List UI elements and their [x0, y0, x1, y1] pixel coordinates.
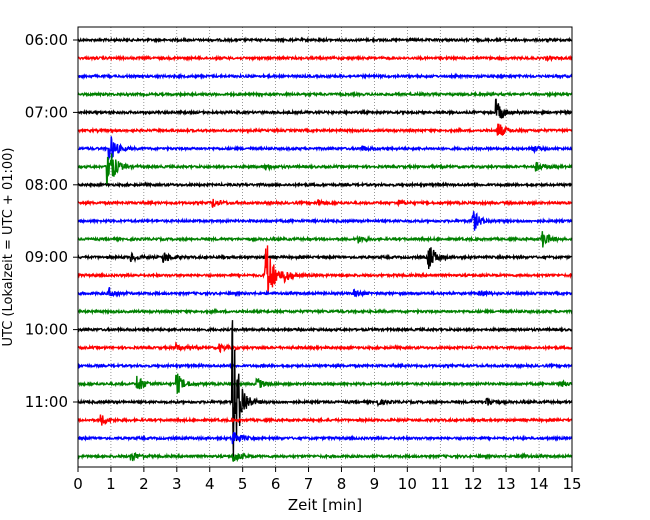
x-tick-label: 0: [73, 475, 83, 493]
seismic-trace: [77, 72, 573, 81]
seismic-trace: [77, 341, 573, 354]
seismic-trace: [77, 98, 573, 119]
x-tick-label: 8: [337, 475, 347, 493]
seismic-trace: [77, 247, 573, 269]
x-tick-label: 15: [562, 475, 581, 493]
x-tick-label: 14: [530, 475, 549, 493]
seismic-trace: [77, 245, 573, 294]
seismic-trace: [77, 231, 573, 248]
y-tick-label: 06:00: [25, 31, 68, 49]
x-tick-label: 6: [271, 475, 281, 493]
y-tick-label: 10:00: [25, 321, 68, 339]
y-tick-label: 08:00: [25, 176, 68, 194]
x-tick-label: 13: [497, 475, 516, 493]
seismic-trace: [77, 307, 573, 316]
seismic-trace: [77, 90, 573, 99]
seismic-trace: [77, 136, 573, 161]
x-tick-label: 7: [304, 475, 314, 493]
y-tick-label: 11:00: [25, 393, 68, 411]
x-axis-label: Zeit [min]: [288, 496, 362, 514]
y-axis-label: UTC (Lokalzeit = UTC + 01:00): [1, 148, 16, 347]
seismic-trace: [77, 286, 573, 298]
x-tick-label: 9: [370, 475, 380, 493]
seismic-trace: [77, 181, 573, 189]
y-axis-ticks: 06:00 07:00 08:00 09:00 10:00 11:00: [25, 31, 78, 411]
x-tick-label: 5: [238, 475, 248, 493]
y-tick-label: 07:00: [25, 103, 68, 121]
x-tick-label: 2: [139, 475, 149, 493]
x-tick-label: 10: [398, 475, 417, 493]
seismic-trace: [77, 211, 573, 231]
x-tick-label: 4: [205, 475, 215, 493]
seismic-trace: [77, 325, 573, 334]
x-tick-label: 11: [431, 475, 450, 493]
seismic-trace: [77, 451, 573, 463]
seismic-trace: [77, 361, 573, 370]
seismic-trace: [77, 54, 573, 63]
seismic-trace: [77, 123, 573, 136]
seismic-trace: [77, 414, 573, 426]
x-tick-label: 3: [172, 475, 182, 493]
plot-frame: [77, 26, 573, 468]
seismic-trace: [77, 198, 573, 208]
seismic-trace: [77, 320, 573, 458]
seismic-trace: [77, 431, 573, 445]
x-axis-ticks: 0 1 2 3 4 5 6 7 8 9 10 11 12 13 14 15: [73, 467, 582, 493]
seismic-trace: [77, 36, 573, 44]
trace-group: [77, 36, 573, 463]
y-tick-label: 09:00: [25, 248, 68, 266]
seismic-trace: [77, 373, 573, 394]
x-tick-label: 1: [106, 475, 116, 493]
x-tick-label: 12: [464, 475, 483, 493]
seismic-trace: [77, 153, 573, 188]
